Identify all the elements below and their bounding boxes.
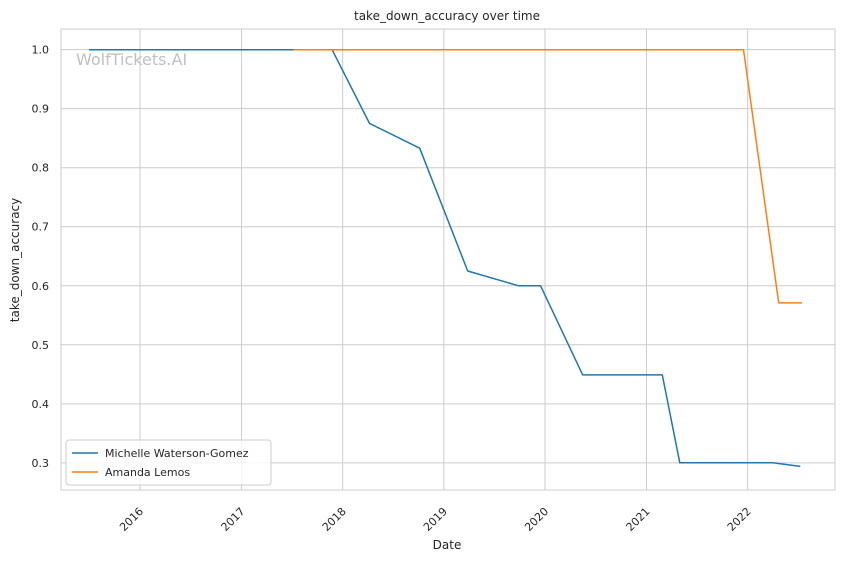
x-tick-label: 2020	[522, 505, 551, 534]
x-tick-label: 2021	[624, 505, 653, 534]
plot-area	[60, 28, 836, 491]
x-tick-label: 2022	[725, 505, 754, 534]
x-axis: 2016 2017 2018 2019 2020 2021 2022	[117, 505, 754, 534]
legend: Michelle Waterson-Gomez Amanda Lemos	[65, 439, 272, 486]
y-tick-label: 1.0	[32, 44, 50, 57]
y-tick-label: 0.4	[32, 398, 50, 411]
grid	[61, 29, 835, 490]
series-group	[89, 48, 802, 468]
watermark: WolfTickets.AI	[76, 50, 187, 69]
y-axis-label: take_down_accuracy	[8, 198, 22, 322]
y-tick-label: 0.3	[32, 457, 50, 470]
y-tick-label: 0.6	[32, 280, 50, 293]
chart-title: take_down_accuracy over time	[354, 9, 540, 23]
y-axis: 0.3 0.4 0.5 0.6 0.7 0.8 0.9 1.0	[32, 44, 50, 470]
x-tick-label: 2017	[219, 505, 248, 534]
series-line-michelle	[89, 48, 801, 468]
x-tick-label: 2018	[320, 505, 349, 534]
y-tick-label: 0.8	[32, 162, 50, 175]
legend-label-michelle: Michelle Waterson-Gomez	[105, 447, 249, 460]
series-line-amanda	[293, 48, 802, 304]
y-tick-label: 0.7	[32, 221, 50, 234]
x-axis-label: Date	[433, 538, 462, 552]
y-tick-label: 0.9	[32, 103, 50, 116]
x-tick-label: 2016	[117, 505, 146, 534]
y-tick-label: 0.5	[32, 339, 50, 352]
x-tick-label: 2019	[421, 505, 450, 534]
legend-label-amanda: Amanda Lemos	[105, 466, 190, 479]
legend-box	[65, 439, 272, 486]
